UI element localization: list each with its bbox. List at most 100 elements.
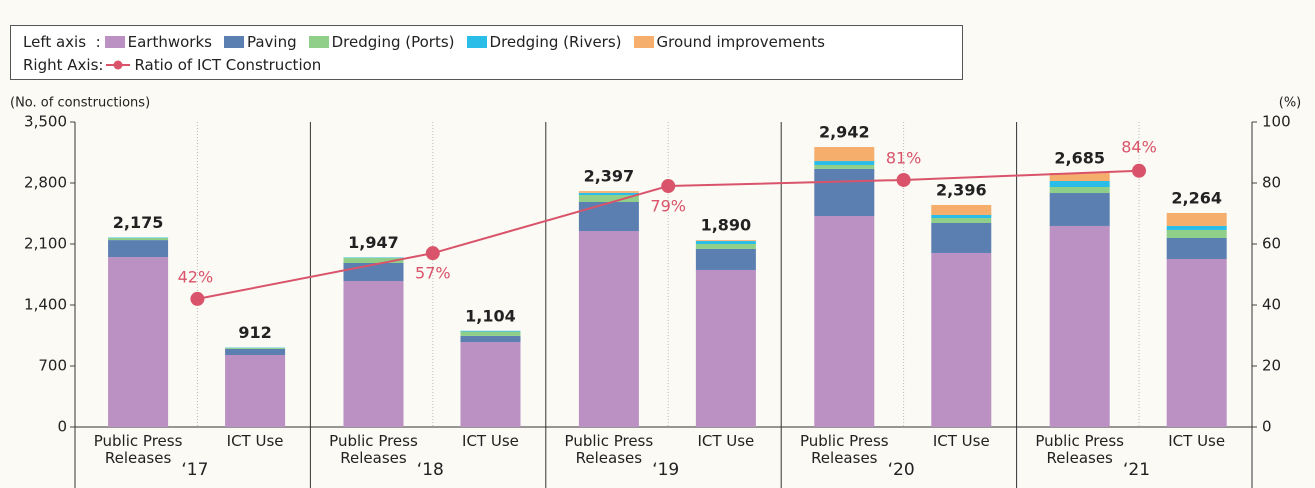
bar-segment [814,168,875,217]
x-tick-label: ICT Use [226,432,284,450]
y-tick-label: 2,800 [24,174,67,192]
bar-segment [695,240,756,242]
bar-segment [814,164,875,169]
legend-entry: Dredging (Ports) [331,32,455,51]
bar-segment [1049,187,1110,194]
bar-segment [814,147,875,162]
legend-label: Right Axis: [23,55,104,74]
y2-tick-label: 20 [1262,357,1281,375]
bar-segment [225,355,286,427]
group-label: ‘20 [887,460,915,480]
total-label: 2,175 [113,213,164,232]
y2-tick-label: 0 [1262,418,1272,436]
x-tick-label: Public Press Releases [93,432,183,467]
group-label: ‘17 [181,460,209,480]
bar-segment [695,248,756,270]
bar-segment [1166,225,1227,230]
bar-segment [931,252,992,427]
group-label: ‘18 [416,460,444,480]
x-tick-label: ICT Use [932,432,990,450]
bar-segment [695,241,756,244]
y2-tick-label: 40 [1262,296,1281,314]
legend-swatch [633,35,654,48]
y2-tick-label: 60 [1262,235,1281,253]
bar-segment [578,201,639,232]
legend-entry: Dredging (Rivers) [489,32,622,51]
legend-entry: Earthworks [127,32,212,51]
bar-segment [460,331,521,336]
bar-segment [108,257,169,427]
bar-segment [343,262,404,282]
legend-row: Right Axis: Ratio of ICT Construction [23,53,950,76]
bar-segment [460,330,521,332]
total-label: 912 [238,323,271,342]
legend-entry: Ratio of ICT Construction [134,55,322,74]
ratio-label: 81% [886,148,922,167]
bar-segment [460,335,521,343]
bar-segment [814,161,875,165]
bar-segment [343,281,404,427]
y-tick-label: 700 [38,357,67,375]
bar-segment [108,240,169,258]
group-label: ‘21 [1123,460,1151,480]
total-label: 2,685 [1054,148,1105,167]
legend-swatch [308,35,329,48]
legend-entry: Paving [246,32,297,51]
bar-segment [578,231,639,427]
legend-marker [113,60,123,69]
y-axis-label: (No. of constructions) [10,96,150,111]
x-tick-label: Public Press Releases [799,432,889,467]
total-label: 1,947 [348,233,399,252]
group-label: ‘19 [652,460,680,480]
x-tick-label: Public Press Releases [564,432,654,467]
total-label: 2,396 [936,180,987,199]
total-label: 2,942 [819,123,870,142]
ratio-label: 57% [415,264,451,283]
ratio-marker [661,179,676,194]
bar-segment [695,269,756,427]
bar-segment [931,214,992,219]
x-tick-label: ICT Use [462,432,519,450]
x-tick-label: Public Press Releases [329,432,418,467]
bar-segment [1166,258,1227,427]
legend: Left axis : Earthworks Paving Dredging (Por… [10,25,963,80]
y2-tick-label: 100 [1262,113,1291,131]
bar-segment [1166,212,1227,226]
bar-segment [1049,225,1110,427]
bar-segment [225,348,286,356]
legend-row: Left axis : Earthworks Paving Dredging (Por… [23,30,950,53]
bar-segment [931,218,992,223]
bar-segment [1166,237,1227,259]
y-tick-label: 3,500 [24,113,67,131]
bar-segment [1049,180,1110,188]
legend-swatch [223,35,244,48]
y-tick-label: 2,100 [24,235,67,253]
y-tick-label: 1,400 [24,296,67,314]
ratio-label: 42% [178,267,214,286]
ratio-label: 84% [1121,137,1157,156]
bar-segment [578,195,639,202]
bar-segment [1049,172,1110,181]
bar-segment [695,244,756,249]
bar-segment [578,192,639,196]
y2-tick-label: 80 [1262,174,1281,192]
total-label: 1,890 [701,216,752,235]
bar-segment [225,347,286,349]
legend-swatch [466,35,487,48]
y-tick-label: 0 [57,418,67,436]
legend-line-icon [106,60,131,69]
bar-segment [814,216,875,427]
ratio-marker [425,246,440,261]
legend-swatch [104,35,125,48]
bar-segment [108,237,169,241]
bar-segment [931,204,992,215]
bar-segment [1166,229,1227,238]
ratio-marker [190,291,205,306]
bar-segment [1049,193,1110,226]
x-tick-label: ICT Use [1168,432,1226,450]
legend-entry: Ground improvements [656,32,825,51]
bar-segment [931,222,992,253]
y2-axis-label: (%) [1279,96,1302,111]
